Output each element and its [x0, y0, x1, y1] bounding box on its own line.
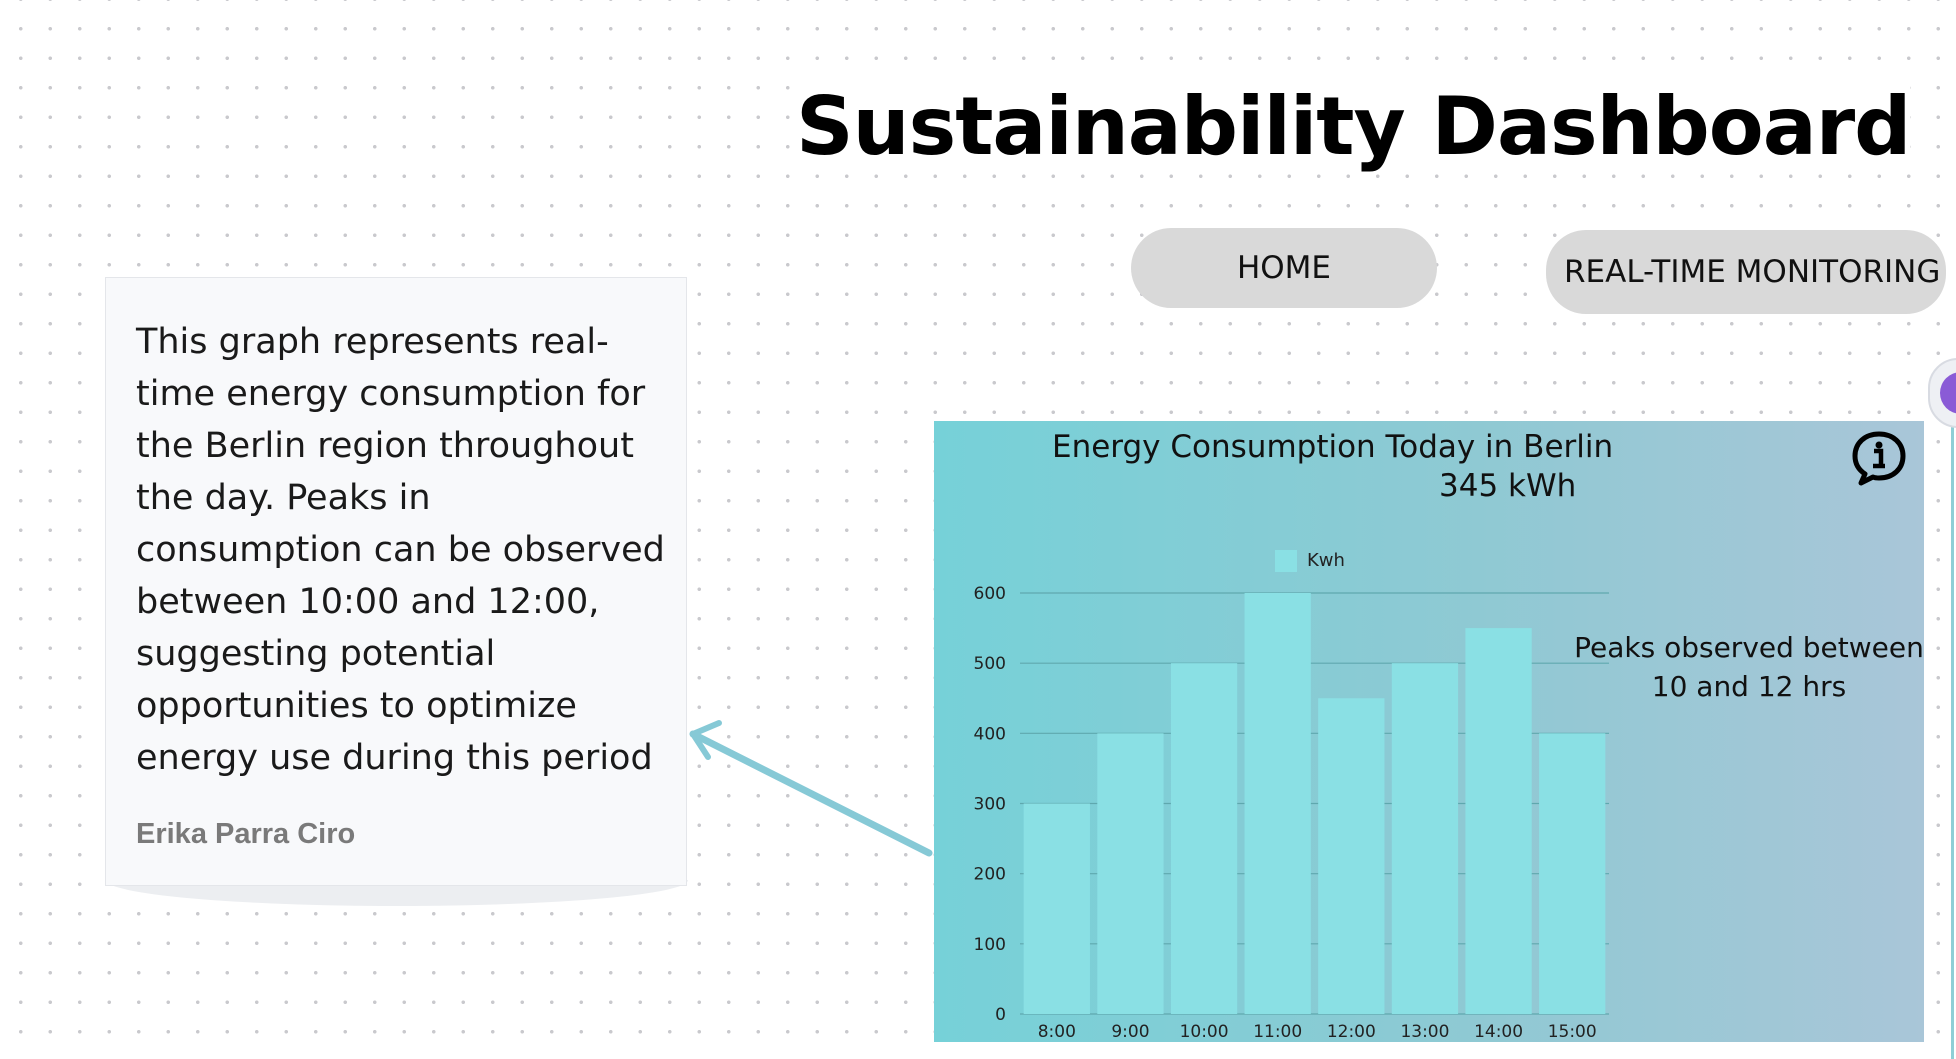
legend-label: Kwh	[1307, 550, 1345, 571]
bar-1400	[1465, 628, 1532, 1014]
home-button[interactable]: HOME	[1131, 228, 1437, 308]
bar-1000	[1170, 663, 1238, 1014]
y-tick-label: 0	[995, 1005, 1006, 1025]
x-tick-label: 14:00	[1474, 1022, 1523, 1042]
bar-1100	[1244, 593, 1311, 1014]
chart-annotation: Peaks observed between 10 and 12 hrs	[1574, 631, 1924, 703]
y-tick-label: 400	[974, 724, 1006, 744]
bar-1300	[1391, 663, 1459, 1014]
energy-chart-panel[interactable]: Energy Consumption Today in Berlin 345 k…	[934, 421, 1924, 1042]
real-time-monitoring-button[interactable]: REAL-TIME MONITORING	[1546, 230, 1946, 314]
sticky-note[interactable]: This graph represents real-time energy c…	[105, 277, 687, 886]
info-icon[interactable]	[1850, 429, 1908, 487]
panel-edge	[1951, 420, 1954, 1059]
y-tick-label: 600	[974, 584, 1006, 604]
x-tick-label: 10:00	[1180, 1022, 1229, 1042]
sticky-note-author: Erika Parra Ciro	[136, 818, 356, 850]
bar-900	[1097, 733, 1164, 1014]
x-tick-label: 12:00	[1327, 1022, 1376, 1042]
bar-1200	[1318, 698, 1385, 1014]
y-tick-label: 300	[974, 795, 1006, 815]
collaborator-avatar-tab[interactable]	[1928, 358, 1956, 428]
legend-swatch	[1275, 550, 1297, 572]
x-tick-label: 9:00	[1111, 1022, 1149, 1042]
y-tick-label: 100	[974, 935, 1006, 955]
sticky-note-text: This graph represents real-time energy c…	[136, 322, 665, 778]
x-tick-label: 8:00	[1038, 1022, 1076, 1042]
bar-1500	[1539, 733, 1606, 1014]
y-tick-label: 200	[974, 865, 1006, 885]
bar-chart: 0 100 200 300 400 500 600 8:00 9:00 10:00 11:00 12:…	[974, 584, 1609, 1042]
avatar	[1940, 372, 1956, 414]
x-tick-label: 15:00	[1548, 1022, 1597, 1042]
chart-total: 345 kWh	[1439, 468, 1577, 504]
page-title: Sustainability Dashboard	[796, 80, 1911, 173]
bar-800	[1023, 803, 1090, 1014]
x-tick-label: 13:00	[1400, 1022, 1449, 1042]
y-tick-label: 500	[974, 654, 1006, 674]
x-tick-label: 11:00	[1253, 1022, 1302, 1042]
chart-title: Energy Consumption Today in Berlin	[1052, 429, 1614, 465]
